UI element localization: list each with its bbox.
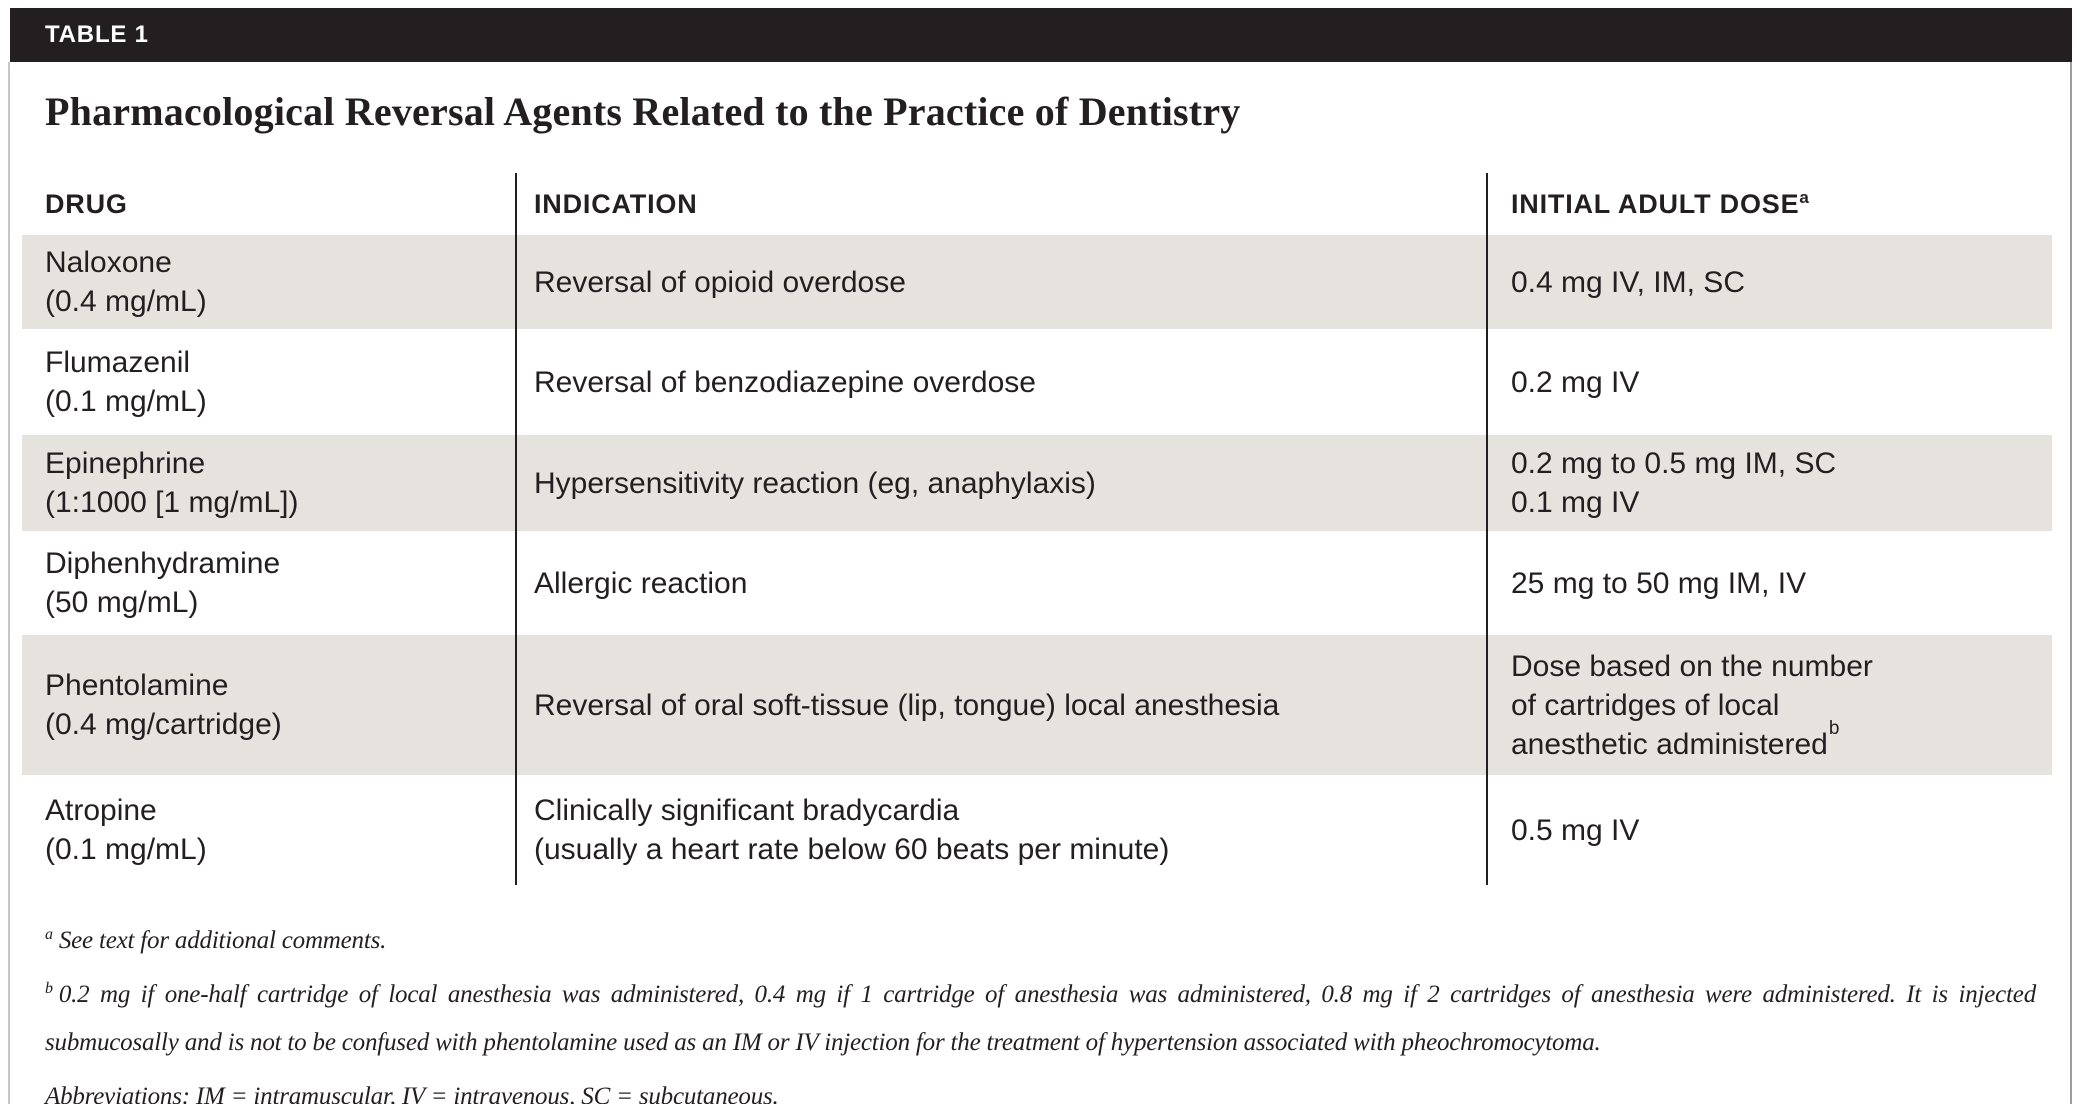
dose-cell: 0.2 mg IV bbox=[1486, 329, 2052, 435]
dose-text: 0.5 mg IV bbox=[1511, 813, 1640, 847]
dose-text: Dose based on the number of cartridges o… bbox=[1511, 649, 1873, 761]
column-header-indication: INDICATION bbox=[515, 173, 1487, 235]
reversal-agents-table: DRUG INDICATION INITIAL ADULT DOSEa Nalo… bbox=[22, 173, 2052, 885]
drug-cell: Atropine (0.1 mg/mL) bbox=[22, 775, 516, 885]
column-header-indication-label: INDICATION bbox=[534, 188, 698, 219]
drug-cell: Naloxone (0.4 mg/mL) bbox=[22, 235, 516, 329]
drug-cell: Phentolamine (0.4 mg/cartridge) bbox=[22, 635, 516, 775]
footnote-b-text: 0.2 mg if one-half cartridge of local an… bbox=[45, 981, 2036, 1056]
footnote-b-marker: b bbox=[45, 979, 53, 997]
indication-text: Reversal of opioid overdose bbox=[534, 265, 906, 299]
dose-text: 0.4 mg IV, IM, SC bbox=[1511, 265, 1745, 299]
table-row-diphenhydramine: Diphenhydramine (50 mg/mL) Allergic reac… bbox=[22, 531, 2052, 635]
drug-cell: Flumazenil (0.1 mg/mL) bbox=[22, 329, 516, 435]
table-row-phentolamine: Phentolamine (0.4 mg/cartridge) Reversal… bbox=[22, 635, 2052, 775]
dose-text: 25 mg to 50 mg IM, IV bbox=[1511, 566, 1807, 600]
column-header-drug: DRUG bbox=[22, 173, 516, 235]
dose-cell: 25 mg to 50 mg IM, IV bbox=[1486, 531, 2052, 635]
indication-text: Reversal of oral soft-tissue (lip, tongu… bbox=[534, 688, 1280, 722]
footnote-a-marker: a bbox=[45, 925, 53, 943]
dose-text: 0.2 mg to 0.5 mg IM, SC 0.1 mg IV bbox=[1511, 447, 1837, 519]
footnote-a-text: See text for additional comments. bbox=[58, 927, 387, 954]
column-header-dose-footnote-marker: a bbox=[1799, 188, 1810, 207]
indication-cell: Reversal of benzodiazepine overdose bbox=[515, 329, 1487, 435]
left-column-rule bbox=[8, 62, 10, 1104]
drug-name: Diphenhydramine (50 mg/mL) bbox=[45, 547, 281, 619]
dose-cell: Dose based on the number of cartridges o… bbox=[1486, 635, 2052, 775]
drug-name: Atropine (0.1 mg/mL) bbox=[45, 794, 207, 866]
drug-name: Flumazenil (0.1 mg/mL) bbox=[45, 346, 207, 418]
right-column-rule bbox=[2070, 62, 2072, 1104]
column-header-dose-label: INITIAL ADULT DOSE bbox=[1511, 189, 1800, 219]
indication-cell: Reversal of opioid overdose bbox=[515, 235, 1487, 329]
drug-cell: Diphenhydramine (50 mg/mL) bbox=[22, 531, 516, 635]
column-header-drug-label: DRUG bbox=[45, 188, 128, 219]
abbreviations-text: Abbreviations: IM = intramuscular, IV = … bbox=[45, 1083, 779, 1104]
table-number-label: TABLE 1 bbox=[45, 21, 149, 48]
indication-text: Reversal of benzodiazepine overdose bbox=[534, 365, 1036, 399]
dose-cell: 0.4 mg IV, IM, SC bbox=[1486, 235, 2052, 329]
dose-cell: 0.2 mg to 0.5 mg IM, SC 0.1 mg IV bbox=[1486, 435, 2052, 531]
drug-name: Phentolamine (0.4 mg/cartridge) bbox=[45, 669, 282, 741]
footnotes-section: a See text for additional comments. b 0.2 … bbox=[45, 917, 2036, 1104]
dose-cell: 0.5 mg IV bbox=[1486, 775, 2052, 885]
indication-text: Clinically significant bradycardia (usua… bbox=[534, 794, 1170, 866]
indication-cell: Allergic reaction bbox=[515, 531, 1487, 635]
table-content-area: Pharmacological Reversal Agents Related … bbox=[0, 62, 2078, 1104]
table-number-bar: TABLE 1 bbox=[10, 8, 2072, 62]
indication-cell: Clinically significant bradycardia (usua… bbox=[515, 775, 1487, 885]
drug-name: Epinephrine (1:1000 [1 mg/mL]) bbox=[45, 447, 299, 519]
drug-name: Naloxone (0.4 mg/mL) bbox=[45, 246, 207, 318]
footnote-b: b 0.2 mg if one-half cartridge of local a… bbox=[45, 971, 2036, 1067]
table-title: Pharmacological Reversal Agents Related … bbox=[45, 89, 1241, 134]
indication-text: Allergic reaction bbox=[534, 566, 748, 600]
table-row-atropine: Atropine (0.1 mg/mL) Clinically signific… bbox=[22, 775, 2052, 885]
dose-text: 0.2 mg IV bbox=[1511, 365, 1640, 399]
column-header-dose: INITIAL ADULT DOSEa bbox=[1486, 173, 2052, 235]
drug-cell: Epinephrine (1:1000 [1 mg/mL]) bbox=[22, 435, 516, 531]
table-row-epinephrine: Epinephrine (1:1000 [1 mg/mL]) Hypersens… bbox=[22, 435, 2052, 531]
table-row-naloxone: Naloxone (0.4 mg/mL) Reversal of opioid … bbox=[22, 235, 2052, 329]
footnote-a: a See text for additional comments. bbox=[45, 917, 2036, 965]
indication-cell: Reversal of oral soft-tissue (lip, tongu… bbox=[515, 635, 1487, 775]
table-row-flumazenil: Flumazenil (0.1 mg/mL) Reversal of benzo… bbox=[22, 329, 2052, 435]
dose-footnote-marker: b bbox=[1828, 717, 1840, 739]
header-row: DRUG INDICATION INITIAL ADULT DOSEa bbox=[22, 173, 2052, 235]
indication-cell: Hypersensitivity reaction (eg, anaphylax… bbox=[515, 435, 1487, 531]
abbreviations-note: Abbreviations: IM = intramuscular, IV = … bbox=[45, 1073, 2036, 1104]
indication-text: Hypersensitivity reaction (eg, anaphylax… bbox=[534, 466, 1096, 500]
